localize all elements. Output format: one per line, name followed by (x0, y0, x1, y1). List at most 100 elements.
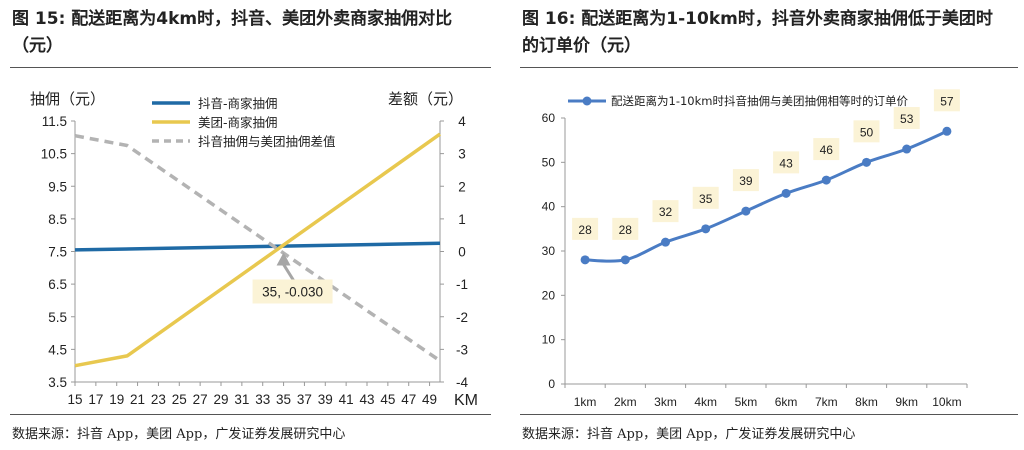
data-label-box (933, 89, 960, 112)
left-y-tick-label: 8.5 (48, 212, 67, 227)
data-label-box (652, 200, 679, 223)
series-line-3 (74, 133, 441, 363)
x-tick-label: 2km (614, 395, 637, 409)
data-label: 53 (900, 112, 914, 126)
x-tick-label: 21 (130, 392, 145, 407)
figure-16-panel: 图 16: 配送距离为1-10km时，抖音外卖商家抽佣低于美团时的订单价（元） … (510, 0, 1024, 450)
left-y-tick-label: 4.5 (48, 342, 67, 357)
figure-16-chart: 0 10 20 30 40 50 60 1km 2km 3km 4km 5km 6km 7km 8km 9km… (542, 89, 968, 409)
data-point (661, 237, 670, 247)
data-label: 35 (699, 192, 713, 206)
left-y-tick-label: 3.5 (48, 375, 67, 390)
legend-label-1: 抖音-商家抽佣 (198, 96, 278, 111)
data-label-box (853, 120, 880, 143)
data-point (862, 157, 871, 167)
data-label-box (893, 107, 920, 130)
x-tick-label: 19 (109, 392, 124, 407)
x-tick-label: 49 (422, 392, 437, 407)
legend-label-3: 抖音抽佣与美团抽佣差值 (198, 134, 336, 149)
x-tick-label: 10km (932, 395, 961, 409)
data-point (580, 255, 590, 265)
x-tick-label: 9km (895, 395, 918, 409)
right-y-tick-label: 1 (458, 212, 466, 227)
data-label: 43 (779, 156, 793, 170)
data-label-box (612, 217, 639, 240)
data-label: 28 (578, 223, 592, 237)
left-y-tick-label: 6.5 (48, 277, 67, 292)
x-axis-title: KM (454, 392, 478, 409)
right-y-tick-label: -1 (456, 277, 468, 292)
data-point (821, 175, 831, 185)
x-tick-label: 33 (255, 392, 270, 407)
x-tick-label: 27 (193, 392, 208, 407)
figure-16-bottom-rule (520, 414, 1018, 415)
data-label: 39 (739, 174, 753, 188)
left-y-tick-label: 7.5 (48, 245, 67, 260)
x-tick-label: 47 (401, 392, 416, 407)
left-y-tick-label: 11.5 (42, 114, 67, 129)
data-label: 57 (940, 94, 954, 108)
data-label-box (732, 169, 759, 192)
data-point (741, 206, 751, 216)
x-tick-label: 25 (172, 392, 187, 407)
right-y-tick-label: -4 (456, 375, 468, 390)
x-tick-label: 1km (574, 395, 597, 409)
x-tick-label: 15 (67, 392, 82, 407)
x-tick-label: 8km (855, 395, 878, 409)
y-tick-label: 60 (542, 111, 556, 125)
annotation-arrow-head (276, 252, 291, 266)
right-y-tick-label: 4 (458, 114, 466, 129)
figure-15-panel: 图 15: 配送距离为4km时，抖音、美团外卖商家抽佣对比（元） 3.5 4.5 5… (0, 0, 497, 450)
x-tick-label: 41 (339, 392, 354, 407)
x-tick-label: 3km (654, 395, 677, 409)
figure-15-bottom-rule (10, 414, 491, 415)
left-y-tick-label: 10.5 (41, 147, 67, 162)
x-tick-label: 37 (297, 392, 312, 407)
series-line-1 (74, 241, 441, 252)
y-tick-label: 0 (548, 377, 555, 391)
data-point (701, 224, 711, 234)
figure-15-top-rule (10, 67, 491, 68)
x-tick-label: 5km (735, 395, 758, 409)
left-y-tick-label: 9.5 (48, 179, 67, 194)
y-tick-label: 50 (542, 155, 556, 169)
right-y-tick-label: 3 (458, 147, 466, 162)
right-y-tick-label: 2 (458, 179, 466, 194)
legend-label: 配送距离为1-10km时抖音抽佣与美团抽佣相等时的订单价 (611, 94, 908, 108)
data-point (942, 126, 952, 136)
x-tick-label: 17 (88, 392, 103, 407)
x-tick-label: 35 (276, 392, 291, 407)
x-tick-label: 23 (151, 392, 166, 407)
figure-16-title: 图 16: 配送距离为1-10km时，抖音外卖商家抽佣低于美团时的订单价（元） (522, 9, 993, 56)
figure-16-top-rule (520, 67, 1018, 68)
figure-15-chart: 3.5 4.5 5.5 6.5 7.5 8.5 9.5 10.5 11.5 -4 -3 -2 -1 0 1 2… (30, 90, 478, 409)
figure-15-source: 数据来源：抖音 App，美团 App，广发证券发展研究中心 (12, 427, 346, 442)
data-label-box (773, 151, 800, 174)
data-point (902, 144, 912, 154)
right-y-tick-label: -3 (456, 342, 468, 357)
legend-label-2: 美团-商家抽佣 (198, 115, 278, 130)
y-tick-label: 10 (542, 333, 556, 347)
x-tick-label: 4km (694, 395, 717, 409)
x-tick-label: 29 (213, 392, 228, 407)
left-y-axis-title: 抽佣（元） (30, 90, 105, 108)
y-tick-label: 40 (542, 200, 556, 214)
data-label: 50 (860, 125, 874, 139)
legend-marker (582, 96, 592, 106)
data-label: 46 (820, 143, 834, 157)
x-tick-label: 43 (359, 392, 374, 407)
data-label-box (813, 138, 840, 161)
figure-15-title: 图 15: 配送距离为4km时，抖音、美团外卖商家抽佣对比（元） (12, 9, 453, 56)
data-point (781, 188, 791, 198)
annotation-box (252, 279, 333, 304)
data-point (620, 255, 630, 265)
x-tick-label: 7km (815, 395, 838, 409)
left-y-tick-label: 5.5 (48, 310, 67, 325)
right-y-tick-label: 0 (458, 245, 466, 260)
data-label-box (572, 217, 599, 240)
series-line (585, 129, 948, 263)
x-tick-label: 6km (775, 395, 798, 409)
y-tick-label: 20 (542, 288, 556, 302)
annotation-label: 35, -0.030 (262, 284, 323, 299)
x-tick-label: 31 (234, 392, 249, 407)
